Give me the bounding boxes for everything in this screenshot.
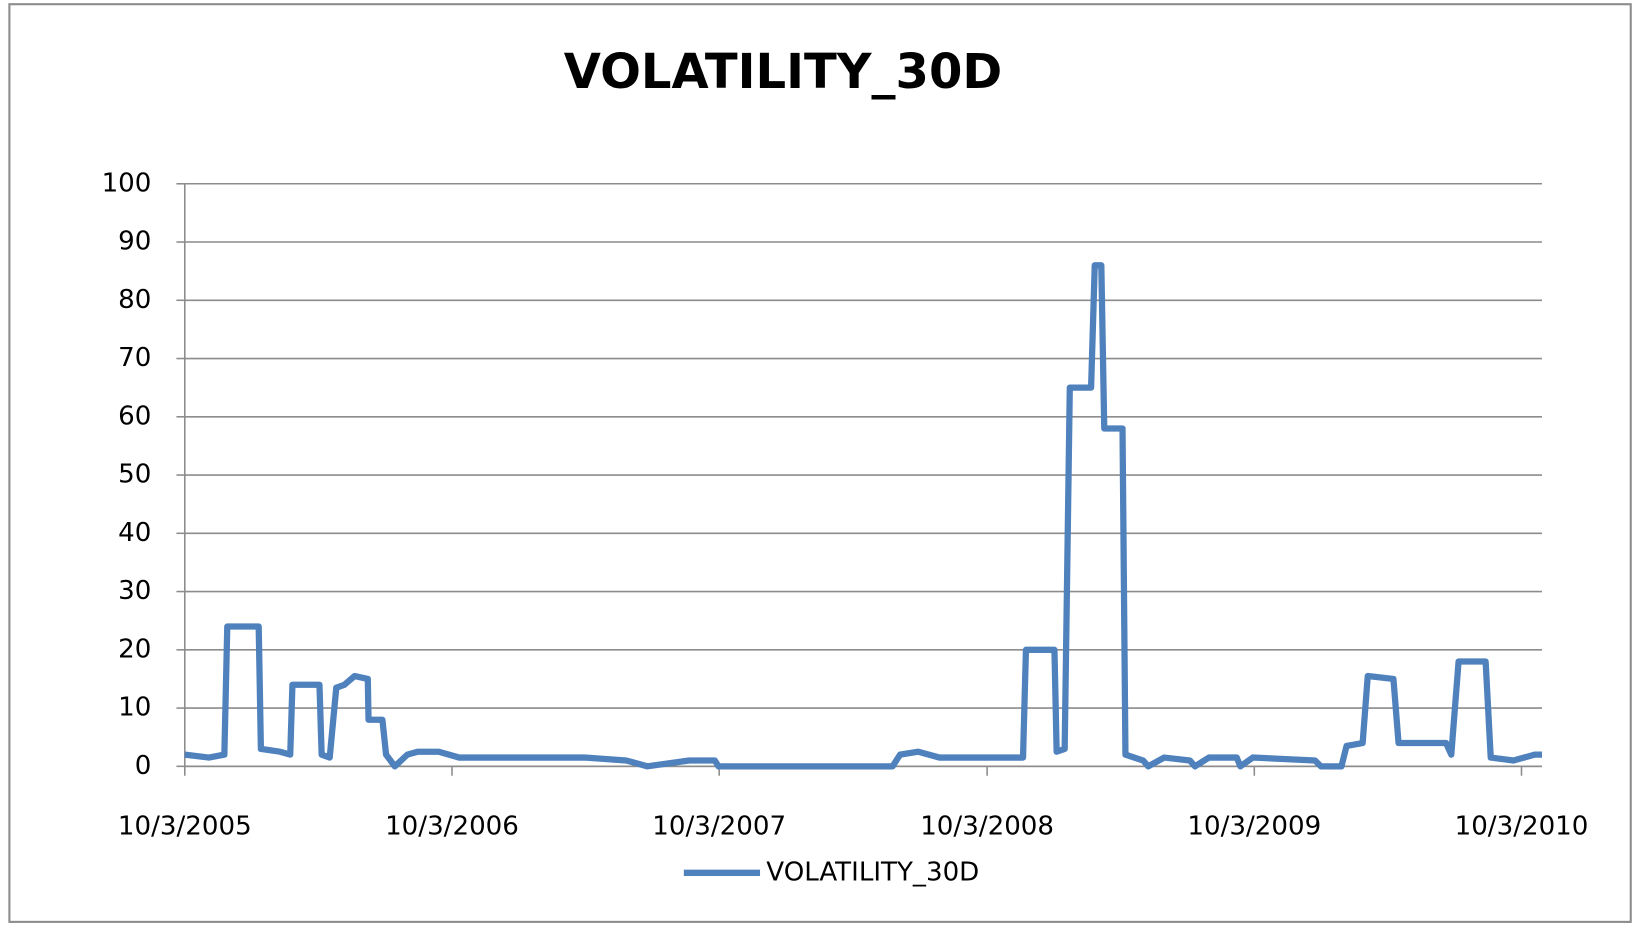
y-tick-label: 70: [118, 343, 151, 373]
x-tick-label: 10/3/2005: [118, 811, 252, 841]
y-tick-label: 0: [135, 751, 152, 781]
y-tick-label: 30: [118, 576, 151, 606]
y-tick-label: 100: [102, 168, 152, 198]
data-line: [184, 262, 1542, 770]
x-tick-label: 10/3/2006: [385, 811, 519, 841]
y-tick-label: 90: [118, 227, 151, 257]
chart-title: VOLATILITY_30D: [564, 44, 1002, 100]
y-tick-label: 50: [118, 460, 151, 490]
x-tick-label: 10/3/2009: [1187, 811, 1321, 841]
legend-label: VOLATILITY_30D: [766, 857, 979, 887]
y-tick-label: 60: [118, 401, 151, 431]
y-tick-label: 80: [118, 285, 151, 315]
x-tick-label: 10/3/2007: [652, 811, 786, 841]
chart-border: [8, 3, 1632, 923]
y-tick-label: 20: [118, 634, 151, 664]
y-tick-label: 10: [118, 693, 151, 723]
y-tick-label: 40: [118, 518, 151, 548]
x-tick-label: 10/3/2008: [920, 811, 1054, 841]
x-tick-label: 10/3/2010: [1455, 811, 1589, 841]
